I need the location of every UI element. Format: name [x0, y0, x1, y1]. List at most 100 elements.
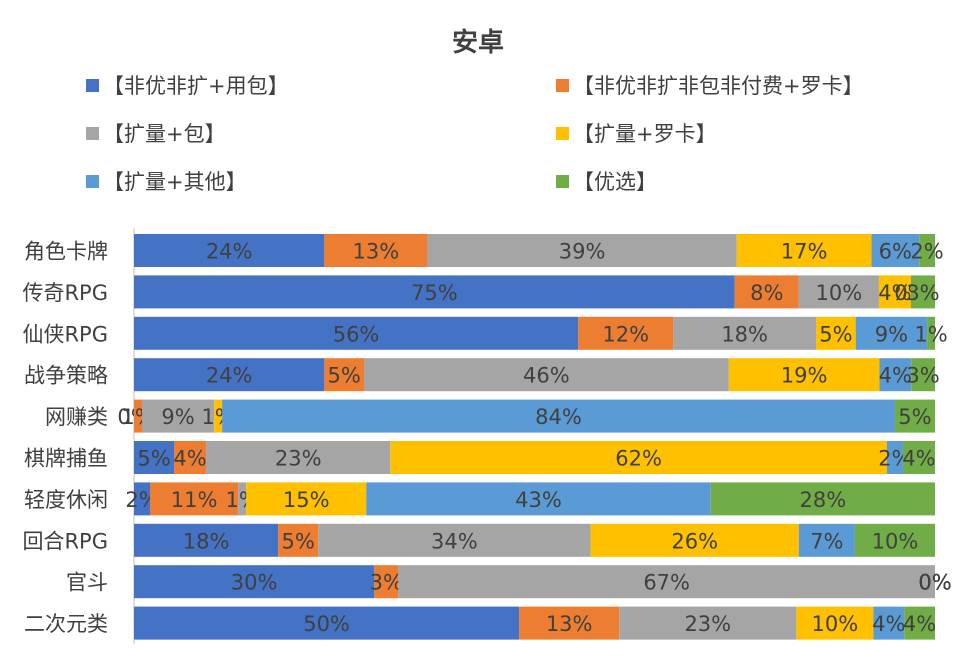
data-label: 9% [875, 322, 908, 346]
data-label: 5% [327, 364, 360, 388]
data-label: 56% [333, 322, 380, 346]
data-label: 5% [819, 322, 852, 346]
bar-segment [324, 234, 428, 267]
bar-segment [736, 234, 872, 267]
data-label: 28% [800, 488, 847, 512]
bar-segment [134, 565, 375, 599]
data-label: 3% [906, 281, 939, 305]
data-label: 4% [173, 447, 206, 471]
bar-segment [734, 275, 799, 309]
bar-segment [855, 316, 928, 350]
data-label: 18% [721, 322, 768, 346]
bar-segment [427, 234, 737, 267]
bar-segment [619, 606, 797, 640]
bar-segment [174, 441, 207, 474]
category-label: 轻度休闲 [24, 488, 108, 512]
chart-title: 安卓 [451, 28, 504, 58]
data-label: 30% [231, 571, 278, 595]
data-label: 8% [750, 281, 783, 305]
bar-segment [728, 358, 880, 392]
bar-segment [206, 441, 391, 474]
data-label: 12% [602, 322, 649, 346]
data-label: 26% [671, 529, 718, 553]
data-label: 4% [872, 612, 905, 636]
bar-segment [318, 523, 591, 557]
data-label: 13% [353, 240, 400, 264]
data-label: 10% [872, 529, 919, 553]
data-label: 7% [810, 529, 843, 553]
bar-segment [150, 482, 239, 516]
data-label: 3% [370, 571, 403, 595]
bar-segment [902, 441, 935, 474]
data-label: 84% [535, 405, 582, 429]
data-label: 6% [879, 240, 912, 264]
bar-segment [238, 482, 247, 516]
data-label: 11% [171, 488, 218, 512]
bar-segment [910, 275, 935, 309]
category-label: 传奇RPG [22, 281, 108, 305]
data-label: 4% [878, 281, 911, 305]
bar-segment [911, 358, 935, 392]
data-label: 3% [906, 364, 939, 388]
data-label: 17% [781, 240, 828, 264]
data-label: 4% [903, 612, 936, 636]
bar-segment [134, 482, 151, 516]
bar-segment [894, 399, 935, 433]
legend-label-3: 【扩量+罗卡】 [573, 122, 717, 146]
data-label: 10% [816, 281, 863, 305]
data-label: 4% [902, 447, 935, 471]
legend-swatch-0 [86, 78, 99, 92]
data-label: 15% [283, 488, 330, 512]
bar-segment [673, 316, 817, 350]
data-label: 62% [615, 447, 662, 471]
bar-segment [878, 275, 911, 309]
bar-segment [324, 358, 364, 392]
data-label: 34% [431, 529, 478, 553]
legend-label-1: 【非优非扩非包非付费+罗卡】 [573, 74, 864, 98]
bar-segment [278, 523, 319, 557]
category-label: 仙侠RPG [22, 322, 108, 346]
legend-label-0: 【非优非扩+用包】 [103, 74, 289, 98]
category-label: 角色卡牌 [24, 240, 108, 264]
data-label: 43% [515, 488, 562, 512]
data-label: 0% [918, 571, 951, 595]
bar-segment [710, 482, 935, 516]
data-label: 13% [546, 612, 593, 636]
bar-segment [798, 275, 879, 309]
bar-segment [134, 358, 325, 392]
category-label: 回合RPG [22, 529, 108, 553]
bar-segment [871, 234, 920, 267]
data-label: 0% [918, 571, 951, 595]
data-label: 0% [918, 571, 951, 595]
bar-segment [142, 399, 215, 433]
legend-item-1: 【非优非扩非包非付费+罗卡】 [556, 70, 864, 100]
bar-segment [919, 234, 935, 267]
bar-segment [374, 565, 399, 599]
legend-label-5: 【优选】 [573, 170, 657, 194]
data-label: 5% [898, 405, 931, 429]
legend-item-0: 【非优非扩+用包】 [86, 70, 289, 100]
data-label: 46% [523, 364, 570, 388]
bar-segment [134, 399, 143, 433]
bar-segment [366, 482, 711, 516]
bar-segment [214, 399, 223, 433]
bar-segment [363, 358, 729, 392]
bar-segment [222, 399, 895, 433]
data-label: 50% [303, 612, 350, 636]
legend-item-3: 【扩量+罗卡】 [556, 118, 717, 148]
bar-segment [390, 441, 887, 474]
category-label: 棋牌捕鱼 [24, 447, 108, 471]
data-label: 9% [161, 405, 194, 429]
bar-segment [134, 234, 325, 267]
data-label: 67% [643, 571, 690, 595]
legend-swatch-1 [556, 78, 569, 92]
legend-label-4: 【扩量+其他】 [103, 170, 247, 194]
data-label: 39% [559, 240, 606, 264]
category-label: 战争策略 [24, 364, 108, 388]
data-label: 4% [879, 364, 912, 388]
legend-swatch-5 [556, 174, 569, 188]
data-label: 10% [812, 612, 859, 636]
bar-segment [134, 316, 579, 350]
data-label: 2% [910, 240, 943, 264]
